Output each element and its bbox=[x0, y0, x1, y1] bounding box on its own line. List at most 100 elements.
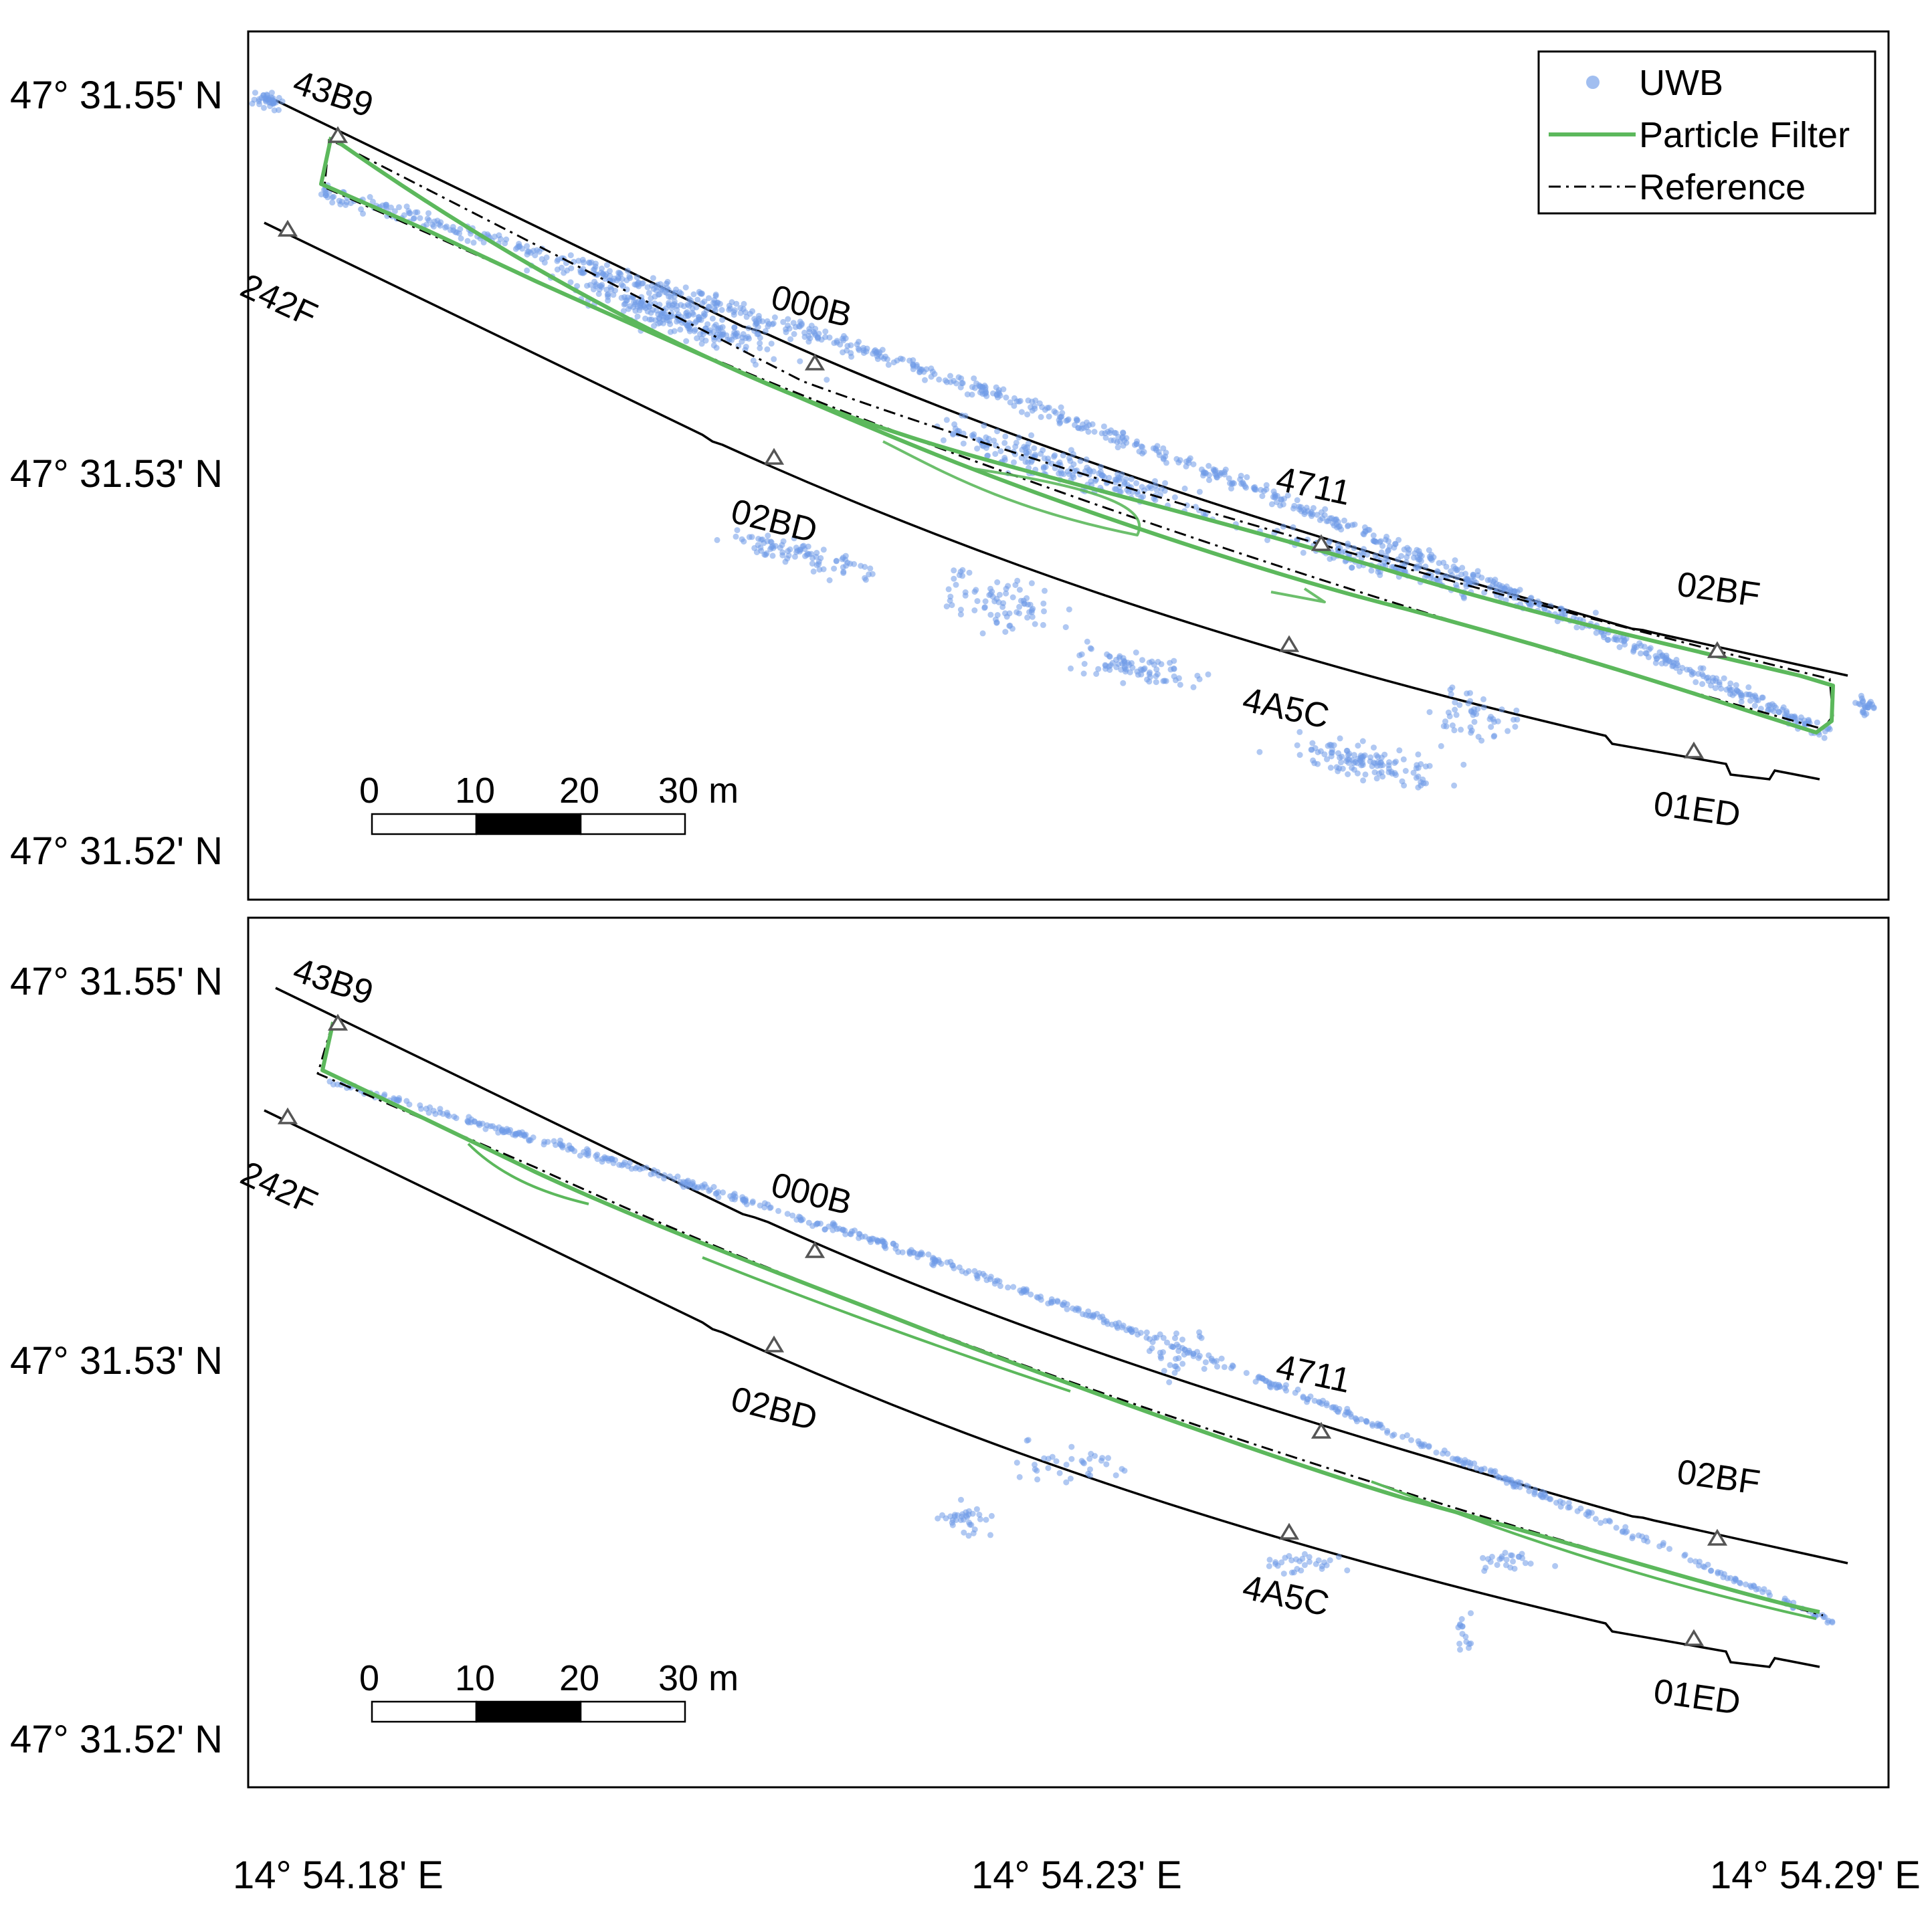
uwb-point bbox=[1539, 1494, 1545, 1500]
uwb-point bbox=[1716, 681, 1723, 688]
uwb-point bbox=[1029, 607, 1035, 613]
uwb-point bbox=[977, 1516, 983, 1522]
uwb-point bbox=[757, 1202, 763, 1209]
reference-path bbox=[316, 1023, 1824, 1617]
uwb-point bbox=[957, 611, 964, 618]
uwb-point bbox=[717, 324, 724, 331]
scale-tick-0: 0 bbox=[359, 1658, 379, 1698]
anchor-43b9: 43B9 bbox=[288, 63, 378, 143]
uwb-point bbox=[1712, 685, 1719, 692]
uwb-point bbox=[656, 315, 662, 322]
uwb-point bbox=[1733, 682, 1739, 688]
uwb-point bbox=[942, 377, 949, 384]
uwb-point bbox=[1290, 524, 1296, 530]
uwb-point bbox=[330, 1081, 336, 1088]
uwb-point bbox=[733, 533, 739, 540]
uwb-point bbox=[360, 210, 366, 217]
uwb-point bbox=[567, 1145, 574, 1152]
uwb-point bbox=[1370, 532, 1377, 538]
uwb-point bbox=[1263, 482, 1270, 488]
uwb-point bbox=[423, 221, 430, 228]
anchor-01ed: 01ED bbox=[1651, 1629, 1743, 1722]
uwb-point bbox=[872, 347, 878, 353]
uwb-point bbox=[1467, 724, 1474, 730]
uwb-point bbox=[1266, 1557, 1273, 1563]
uwb-point bbox=[938, 1260, 945, 1267]
uwb-point bbox=[1133, 649, 1139, 656]
uwb-point bbox=[731, 309, 737, 316]
uwb-point bbox=[1458, 726, 1464, 733]
uwb-point bbox=[1121, 1468, 1128, 1474]
uwb-point bbox=[1135, 672, 1141, 678]
uwb-point bbox=[757, 334, 763, 341]
uwb-point bbox=[383, 201, 389, 208]
uwb-point bbox=[1598, 1520, 1604, 1526]
uwb-point bbox=[1473, 1465, 1480, 1472]
uwb-point bbox=[1141, 665, 1148, 672]
uwb-point bbox=[1117, 488, 1124, 495]
uwb-point bbox=[1446, 713, 1453, 720]
uwb-point bbox=[1436, 560, 1442, 567]
uwb-point bbox=[1102, 662, 1108, 668]
uwb-point bbox=[1115, 444, 1121, 451]
uwb-point bbox=[559, 1142, 566, 1148]
uwb-point bbox=[1214, 1363, 1220, 1370]
uwb-point bbox=[1228, 485, 1234, 492]
anchor-marker-icon bbox=[1278, 635, 1300, 652]
uwb-point bbox=[1757, 706, 1764, 712]
uwb-point bbox=[666, 300, 672, 306]
uwb-point bbox=[1455, 1624, 1462, 1631]
uwb-point bbox=[730, 332, 737, 338]
uwb-point bbox=[919, 366, 925, 373]
uwb-point bbox=[875, 1237, 881, 1244]
scale-bar: 0 10 20 30 m bbox=[359, 771, 739, 835]
uwb-point bbox=[1418, 761, 1424, 767]
uwb-point bbox=[1641, 643, 1648, 650]
uwb-point bbox=[648, 316, 655, 323]
uwb-point bbox=[1005, 1284, 1011, 1291]
uwb-point bbox=[950, 430, 957, 437]
uwb-point bbox=[811, 330, 818, 336]
uwb-point bbox=[715, 1194, 722, 1201]
uwb-point bbox=[1190, 461, 1197, 468]
uwb-point bbox=[1338, 759, 1344, 766]
uwb-point bbox=[432, 1110, 439, 1117]
uwb-point bbox=[1695, 670, 1702, 677]
uwb-point bbox=[624, 268, 631, 274]
uwb-point bbox=[1024, 595, 1030, 601]
uwb-point bbox=[388, 204, 394, 211]
uwb-point bbox=[1077, 458, 1084, 464]
uwb-point bbox=[1368, 567, 1375, 574]
uwb-point bbox=[962, 589, 969, 595]
uwb-point bbox=[597, 283, 603, 289]
uwb-point bbox=[745, 334, 751, 340]
uwb-point bbox=[1379, 542, 1386, 549]
uwb-point bbox=[1474, 568, 1481, 575]
uwb-point bbox=[763, 551, 769, 558]
uwb-point bbox=[1749, 693, 1756, 700]
uwb-point bbox=[840, 569, 847, 575]
uwb-point bbox=[608, 286, 615, 293]
particle-filter-path bbox=[320, 1021, 1820, 1620]
uwb-point bbox=[1396, 747, 1403, 754]
uwb-point bbox=[1018, 409, 1025, 415]
uwb-point bbox=[714, 536, 720, 543]
uwb-point bbox=[1120, 429, 1127, 436]
uwb-point bbox=[804, 550, 811, 557]
uwb-point bbox=[688, 297, 694, 304]
uwb-point bbox=[1016, 603, 1023, 610]
anchor-label: 02BD bbox=[727, 1379, 821, 1438]
uwb-point bbox=[780, 538, 787, 544]
uwb-point bbox=[993, 384, 999, 391]
uwb-point bbox=[1708, 682, 1714, 689]
uwb-point bbox=[994, 579, 1001, 585]
uwb-point bbox=[1259, 493, 1266, 500]
uwb-point bbox=[1205, 671, 1212, 678]
uwb-point bbox=[543, 254, 550, 261]
x-tick-label-3: 14° 54.29' E bbox=[1710, 1853, 1921, 1897]
uwb-point bbox=[1654, 655, 1660, 662]
uwb-point bbox=[951, 567, 957, 574]
uwb-point bbox=[757, 340, 763, 346]
uwb-point bbox=[943, 603, 950, 610]
uwb-point bbox=[882, 1245, 889, 1251]
